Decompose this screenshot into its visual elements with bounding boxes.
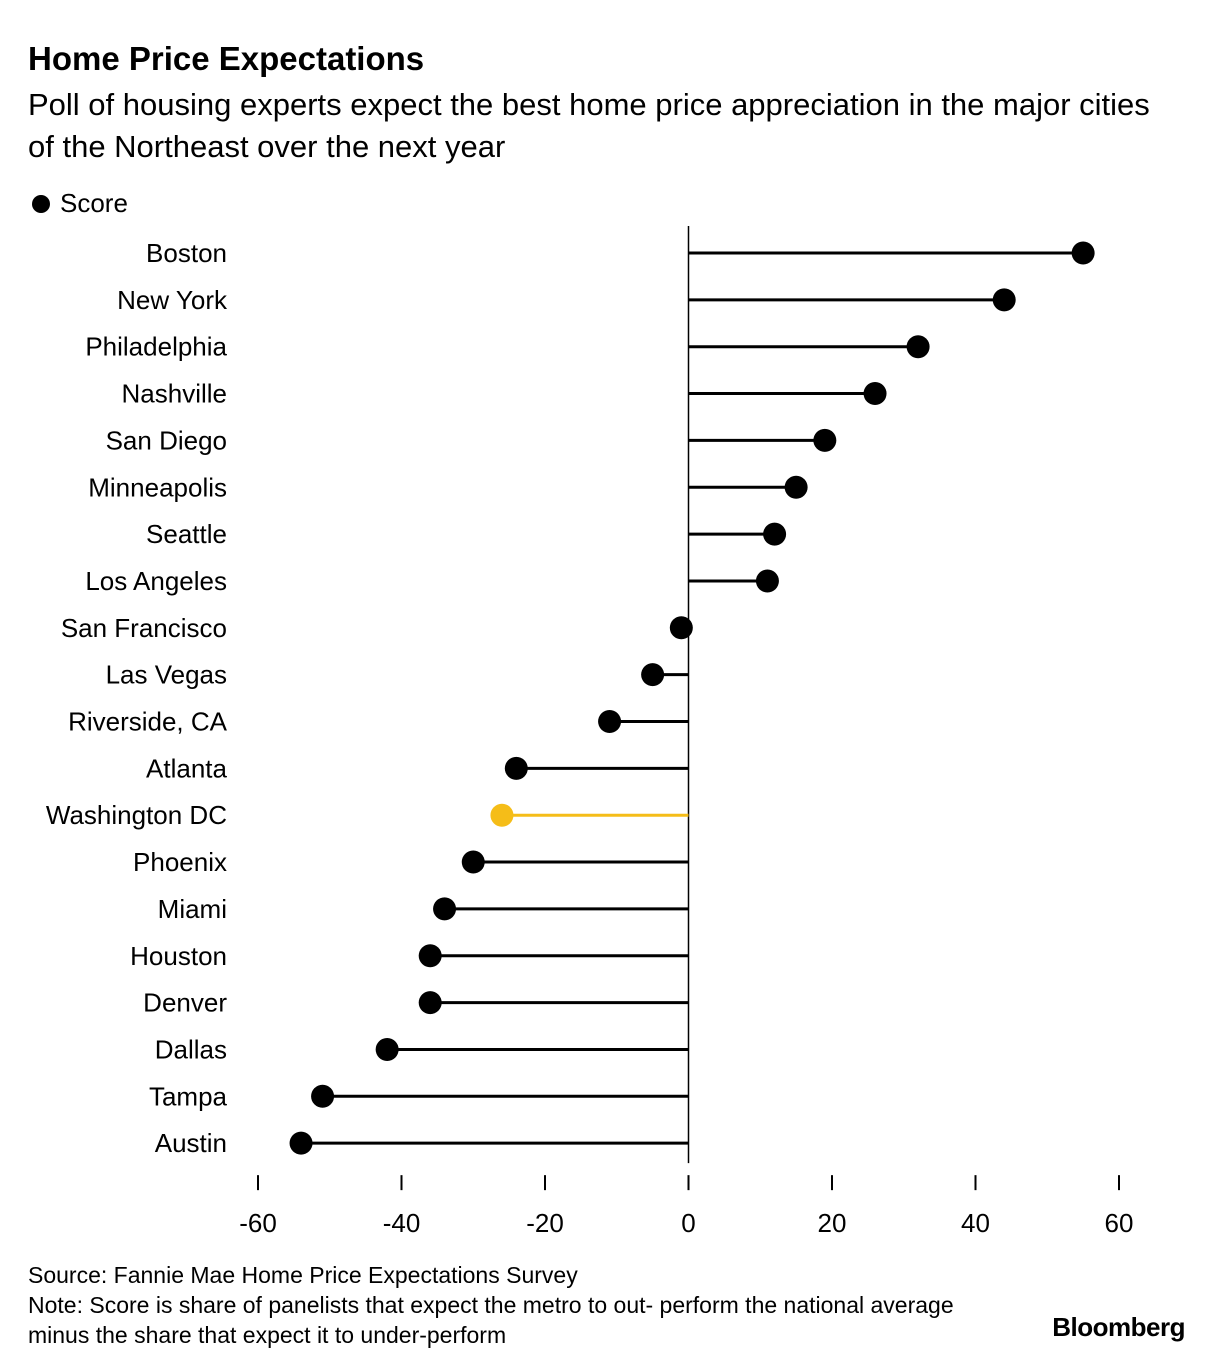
data-point — [504, 756, 528, 780]
x-tick-label: -40 — [383, 1208, 421, 1238]
category-label: Dallas — [155, 1034, 227, 1064]
x-tick-label: -20 — [526, 1208, 564, 1238]
data-point — [598, 710, 622, 733]
legend-marker-icon — [32, 194, 50, 213]
category-label: Boston — [146, 238, 227, 268]
category-label: San Francisco — [61, 613, 227, 643]
chart-title: Home Price Expectations — [28, 40, 425, 77]
chart-subtitle: Poll of housing experts expect the best … — [28, 87, 1150, 164]
methodology-note: Note: Score is share of panelists that e… — [28, 1292, 954, 1348]
category-label: Washington DC — [46, 800, 227, 830]
data-point — [375, 1037, 399, 1061]
data-point — [641, 663, 665, 687]
category-label: San Diego — [106, 425, 227, 455]
data-point — [906, 335, 930, 359]
category-label: Los Angeles — [85, 566, 227, 596]
x-tick-label: 0 — [681, 1208, 695, 1238]
category-label: Atlanta — [146, 753, 227, 783]
category-label: Seattle — [146, 519, 227, 549]
lollipop-chart: Boston New York Philadelphia Nashville San D… — [46, 226, 1134, 1238]
category-label: Riverside, CA — [68, 707, 228, 737]
x-tick-label: -60 — [239, 1208, 277, 1238]
data-point — [1071, 241, 1095, 265]
data-point — [863, 382, 887, 406]
category-label: Houston — [130, 941, 227, 971]
data-point — [461, 850, 485, 874]
category-label: Tampa — [149, 1081, 228, 1111]
category-label: Austin — [155, 1128, 227, 1158]
category-label: Phoenix — [133, 847, 227, 877]
x-tick-label: 60 — [1105, 1208, 1134, 1238]
data-point — [289, 1131, 313, 1155]
x-tick-label: 40 — [961, 1208, 990, 1238]
data-point — [490, 803, 514, 827]
data-point — [418, 944, 442, 968]
category-label: Miami — [158, 894, 227, 924]
legend-label: Score — [60, 188, 128, 218]
category-label: New York — [117, 285, 228, 315]
footer: Source: Fannie Mae Home Price Expectatio… — [28, 1260, 978, 1350]
data-point — [813, 428, 837, 452]
data-point — [784, 475, 808, 499]
legend: Score — [32, 188, 128, 219]
source-note: Source: Fannie Mae Home Price Expectatio… — [28, 1262, 578, 1288]
data-point — [669, 616, 693, 640]
data-point — [311, 1084, 335, 1108]
brand-logo: Bloomberg — [1052, 1312, 1185, 1342]
category-label: Minneapolis — [88, 472, 227, 502]
data-point — [418, 991, 442, 1015]
data-point — [433, 897, 457, 921]
data-point — [992, 288, 1016, 312]
category-label: Nashville — [122, 379, 228, 409]
x-tick-label: 20 — [818, 1208, 847, 1238]
data-point — [755, 569, 779, 593]
data-point — [763, 522, 787, 546]
category-label: Philadelphia — [85, 332, 227, 362]
category-label: Las Vegas — [106, 660, 227, 690]
category-label: Denver — [143, 988, 227, 1018]
